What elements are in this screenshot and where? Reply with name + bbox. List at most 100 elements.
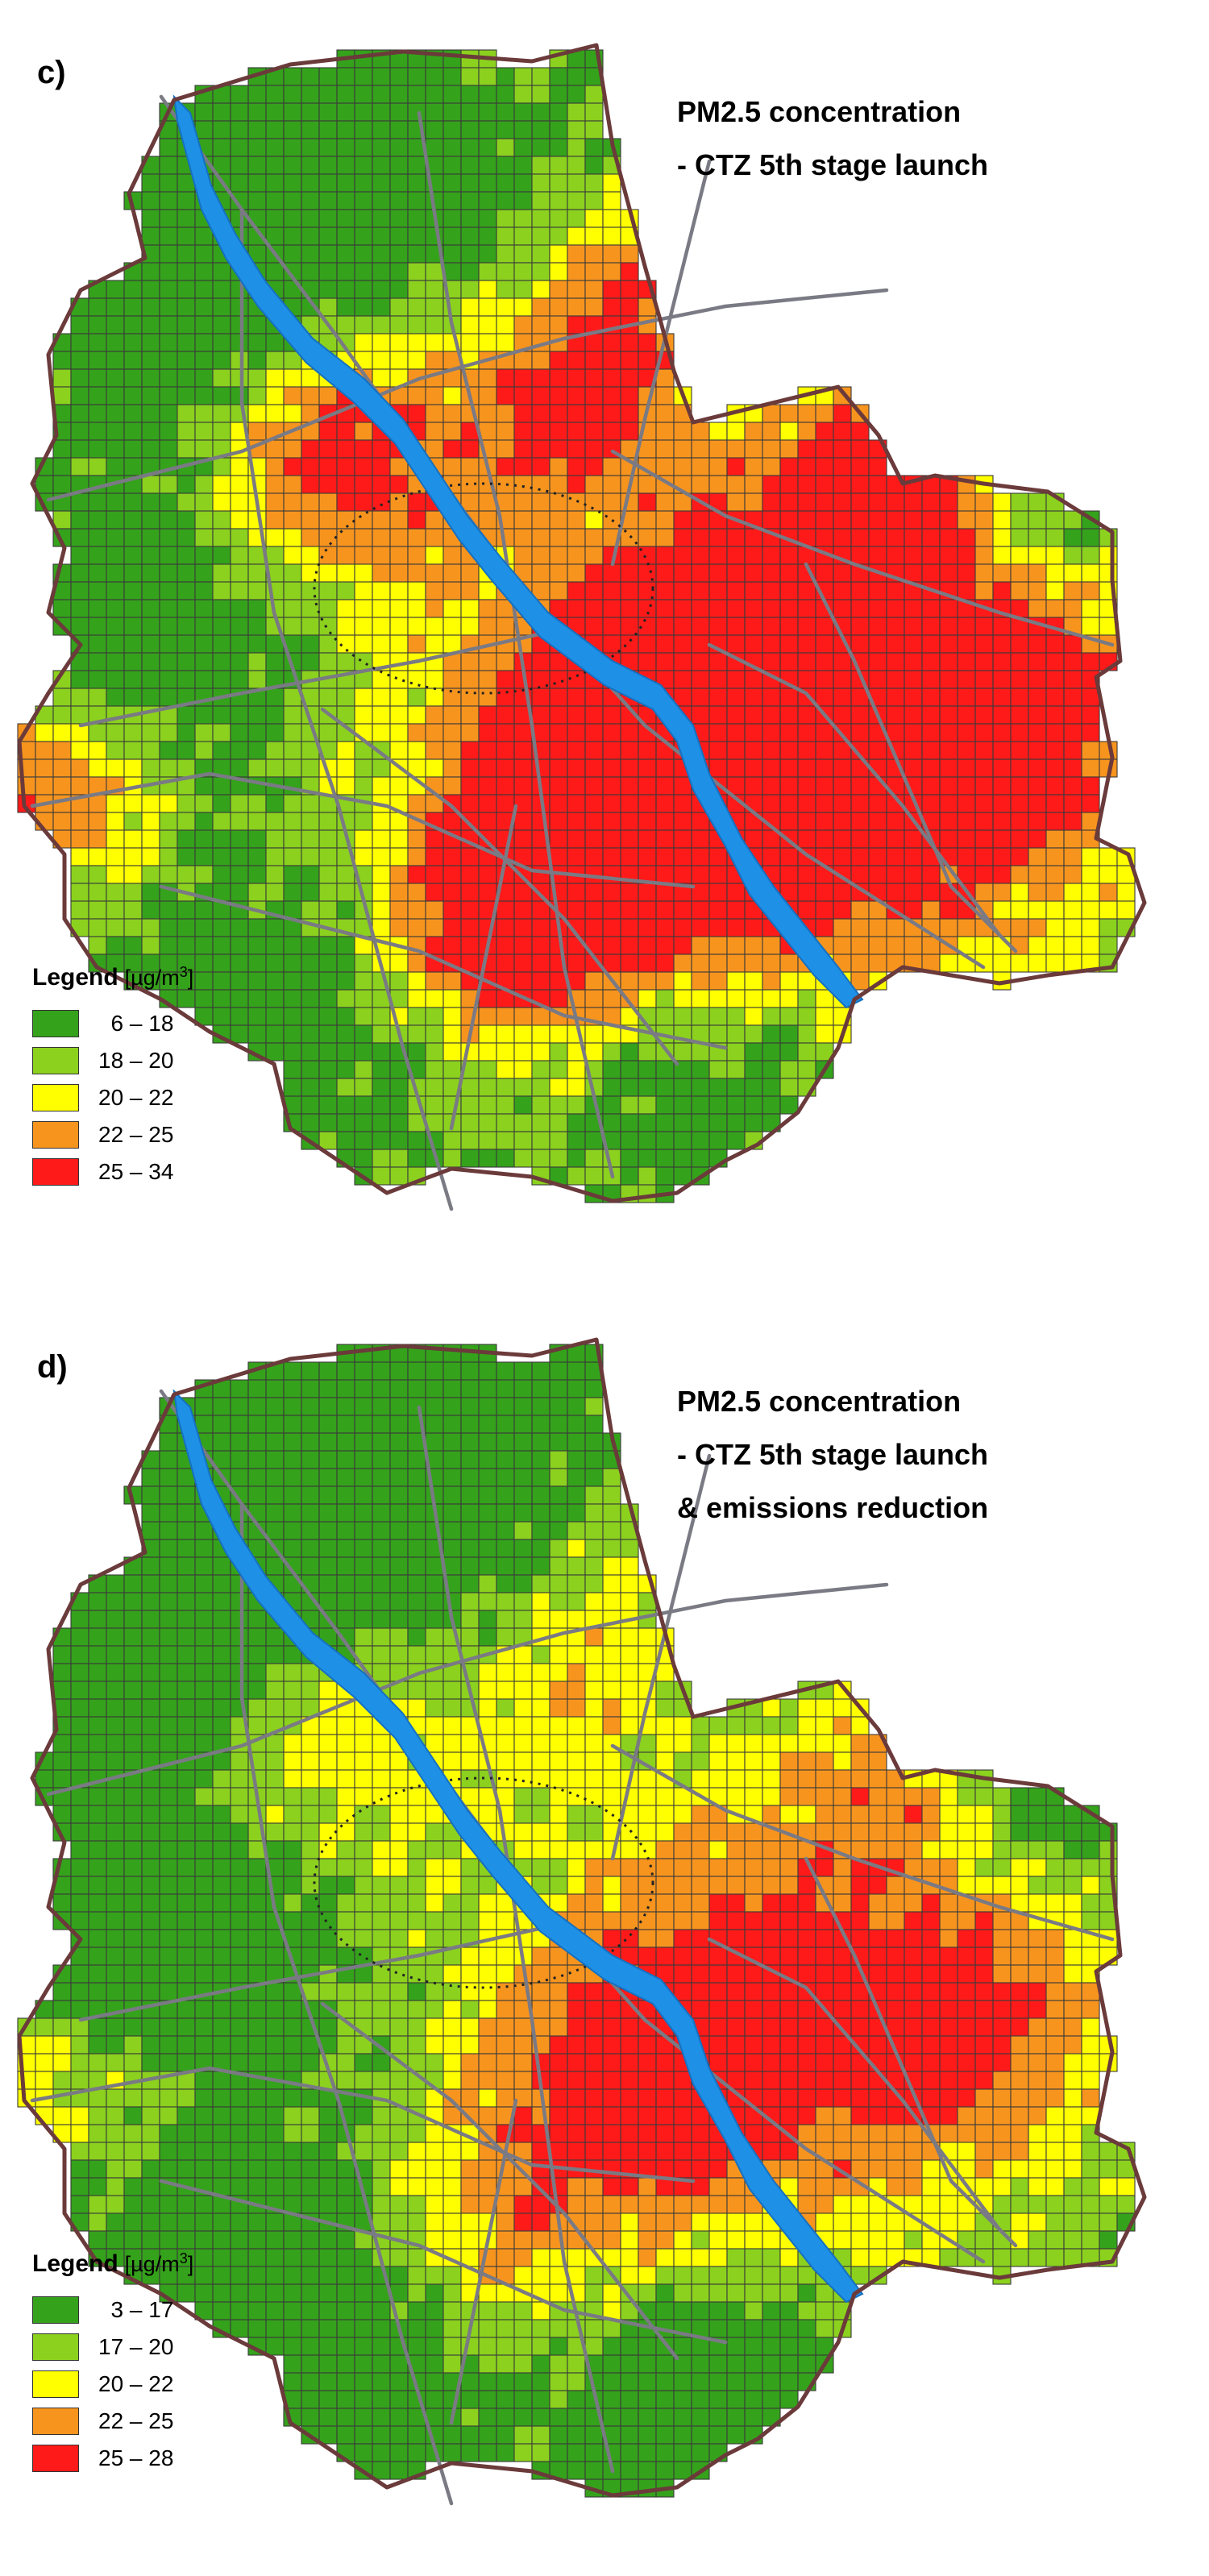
grid-cell [1081,794,1100,813]
grid-cell [159,2017,178,2037]
grid-cell [354,280,373,299]
grid-cell [177,2017,196,2037]
grid-cell [425,670,444,689]
grid-cell [389,2035,409,2055]
grid-cell [531,1556,550,1576]
grid-cell [389,297,409,317]
legend-swatch-class-4 [32,1121,79,1149]
grid-cell [868,581,887,600]
grid-cell [655,1947,675,1966]
grid-cell [584,705,604,725]
grid-cell [478,2053,497,2072]
grid-cell [265,1042,285,1062]
grid-cell [744,439,763,459]
grid-cell [708,1716,728,1735]
grid-cell [177,422,196,441]
grid-cell [301,865,320,884]
grid-cell [691,1007,710,1026]
grid-cell [389,2071,409,2090]
grid-cell [177,386,196,405]
grid-cell [106,581,125,600]
grid-cell [850,439,870,459]
grid-cell [602,386,621,405]
grid-cell [301,1095,320,1115]
grid-cell [584,1716,604,1735]
grid-cell [655,599,675,618]
grid-cell [744,1929,763,1948]
grid-cell [283,1698,302,1718]
grid-cell [265,705,285,725]
grid-cell [496,191,515,210]
grid-cell [106,1982,125,2001]
grid-cell [620,723,639,742]
grid-cell [691,989,710,1008]
grid-cell [88,1681,107,1700]
grid-cell [389,581,409,600]
grid-cell [620,1556,639,1576]
grid-cell [318,883,338,902]
grid-cell [177,936,196,955]
grid-cell [247,1681,267,1700]
road [78,626,567,728]
grid-cell [513,1415,533,1434]
grid-cell [567,1450,586,1469]
grid-cell [354,226,373,246]
grid-cell [1063,652,1082,671]
grid-cell [247,2177,267,2196]
grid-cell [602,475,621,494]
grid-cell [301,971,320,991]
grid-cell [513,723,533,742]
grid-cell [106,634,125,654]
grid-cell [868,546,887,565]
grid-cell [602,1681,621,1700]
grid-cell [620,2124,639,2143]
grid-cell [354,1379,373,1398]
grid-cell [247,670,267,689]
grid-cell [921,652,941,671]
grid-cell [354,1734,373,1753]
grid-cell [1010,900,1029,920]
grid-cell [88,2035,107,2055]
grid-cell [407,386,426,405]
grid-cell [797,1947,816,1966]
grid-cell [247,865,267,884]
grid-cell [159,1539,178,1558]
grid-cell [212,1716,231,1735]
grid-cell [354,705,373,725]
grid-cell [1010,2106,1029,2125]
grid-cell [52,1751,72,1771]
grid-cell [265,1982,285,2001]
grid-cell [567,422,586,441]
grid-cell [1045,2035,1065,2055]
grid-cell [797,883,816,902]
grid-cell [123,1822,143,1842]
grid-cell [567,1592,586,1611]
grid-cell [744,1964,763,1984]
grid-cell [779,1734,799,1753]
grid-cell [159,191,178,210]
grid-cell [531,2053,550,2072]
grid-cell [442,936,462,955]
grid-cell [513,528,533,547]
grid-cell [106,1734,125,1753]
grid-cell [52,439,72,459]
grid-cell [567,1769,586,1789]
grid-cell [1081,528,1100,547]
grid-cell [762,847,781,866]
grid-cell [620,1095,639,1115]
grid-cell [354,315,373,334]
grid-cell [283,971,302,991]
grid-cell [478,1007,497,1026]
grid-cell [850,794,870,813]
grid-cell [655,936,675,955]
grid-cell [265,954,285,973]
grid-cell [921,758,941,778]
grid-cell [744,1840,763,1859]
grid-cell [726,546,746,565]
grid-cell [389,546,409,565]
grid-cell [567,262,586,281]
grid-cell [567,776,586,796]
zone-boundary [313,482,654,695]
grid-cell [691,546,710,565]
grid-cell [726,422,746,441]
